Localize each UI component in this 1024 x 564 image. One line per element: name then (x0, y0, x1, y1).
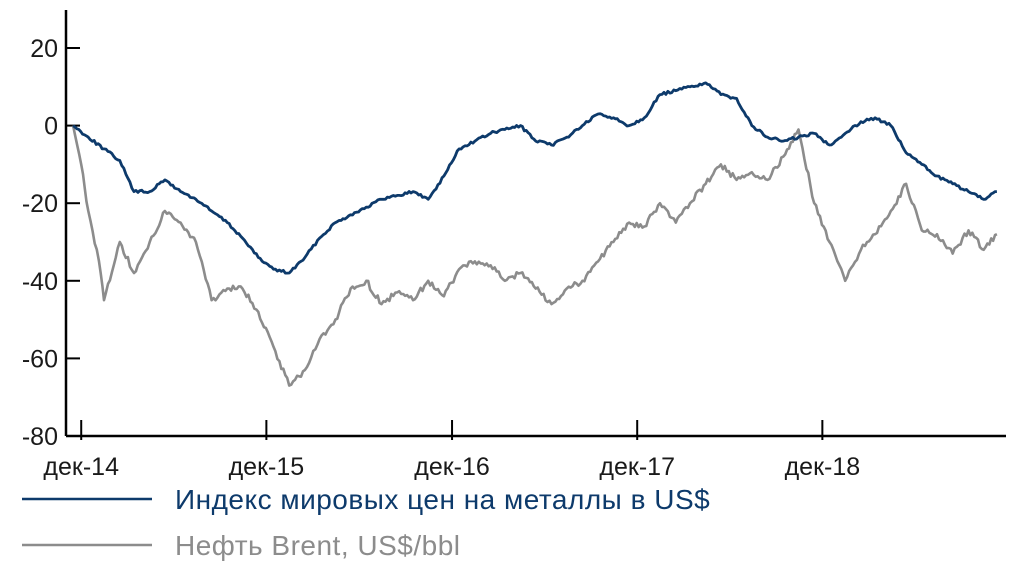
y-ticks: 20 0 -20 -40 -60 -80 (22, 35, 80, 451)
y-tick-label: -20 (22, 190, 58, 218)
legend: Индекс мировых цен на металлы в US$ Нефт… (22, 484, 710, 561)
legend-label-brent: Нефть Brent, US$/bbl (175, 530, 461, 561)
y-tick-label: 20 (30, 35, 58, 63)
x-tick-label: дек-18 (785, 453, 861, 481)
legend-label-metals: Индекс мировых цен на металлы в US$ (175, 484, 710, 515)
x-tick-label: дек-17 (599, 453, 675, 481)
legend-item-metals: Индекс мировых цен на металлы в US$ (22, 484, 710, 515)
series-lines (71, 81, 998, 387)
series-line-brent (71, 125, 998, 387)
series-line-metals (72, 81, 997, 275)
y-tick-label: -60 (22, 345, 58, 373)
x-ticks: дек-14 дек-15 дек-16 дек-17 дек-18 (43, 420, 860, 481)
y-tick-label: 0 (44, 113, 58, 141)
legend-item-brent: Нефть Brent, US$/bbl (22, 530, 461, 561)
x-tick-label: дек-14 (43, 453, 119, 481)
x-tick-label: дек-16 (414, 453, 490, 481)
plot-area: 20 0 -20 -40 -60 -80 дек-14 дек-15 дек-16 дек-17… (22, 10, 1006, 481)
x-tick-label: дек-15 (229, 453, 305, 481)
y-tick-label: -40 (22, 268, 58, 296)
y-tick-label: -80 (22, 423, 58, 451)
